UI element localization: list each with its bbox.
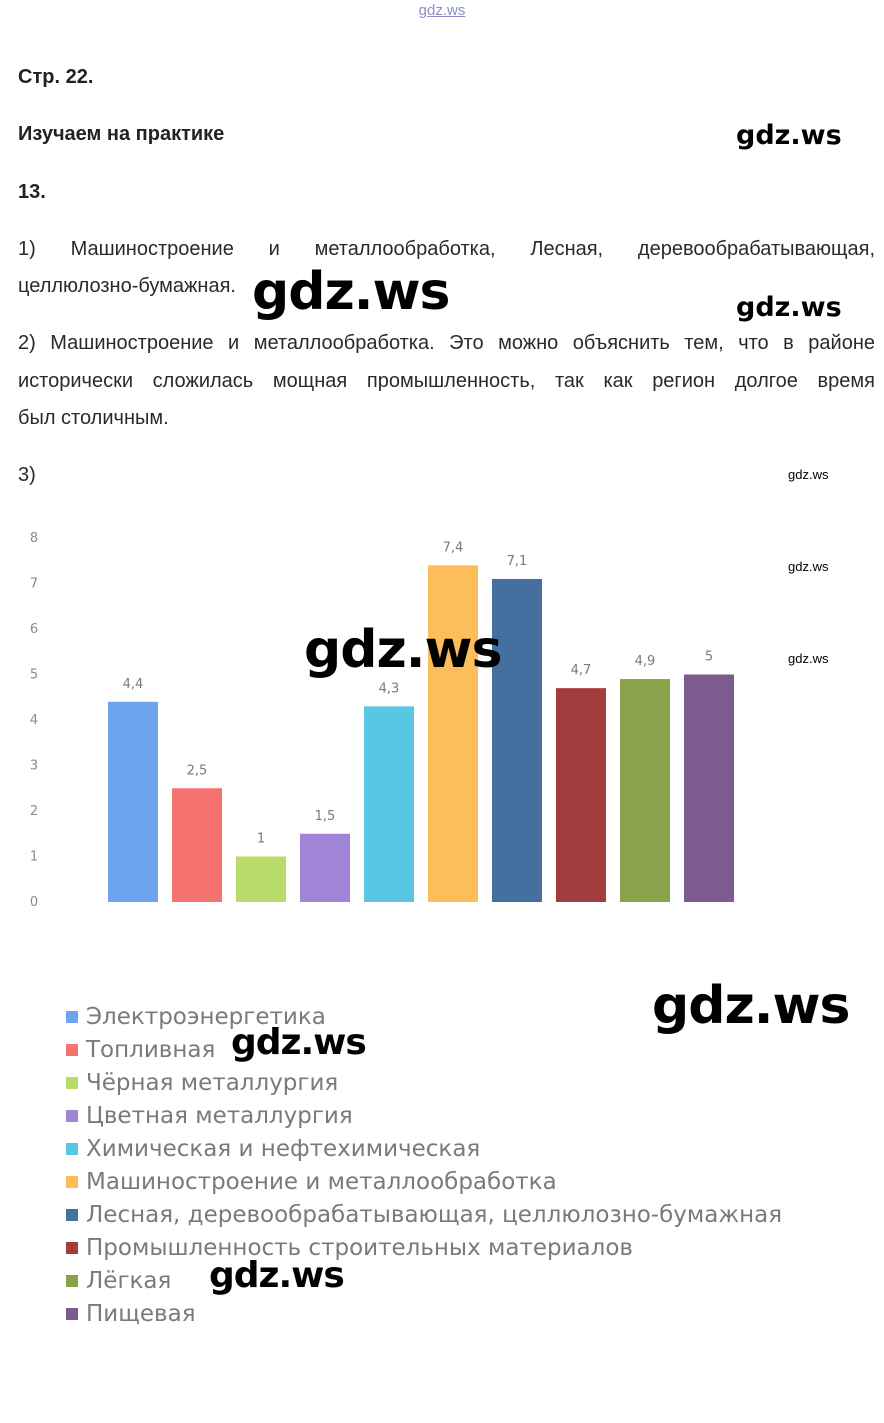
bar-value-label: 4,9 [635,654,656,669]
legend-swatch [66,1010,78,1023]
answer-2-line-3: был столичным. [18,407,169,429]
answer-2-line-1: 2) Машиностроение и металлообработка. Эт… [18,332,875,354]
answer-1-line-2: целлюлозно-бумажная. [18,275,236,297]
legend-label: Лёгкая [86,1267,172,1294]
bar-5 [364,706,414,902]
legend-item: Топливная [66,1033,782,1066]
legend-item: Лёгкая [66,1264,782,1297]
bar-value-label: 5 [705,650,713,665]
bar-3 [236,856,286,902]
y-tick-label: 6 [30,622,38,637]
y-tick-label: 5 [30,668,38,683]
bar-value-label: 4,3 [379,681,400,696]
legend-swatch [66,1208,78,1221]
legend-label: Лесная, деревообрабатывающая, целлюлозно… [86,1201,783,1228]
watermark: gdz.ws [788,467,829,482]
watermark: gdz.ws [788,559,829,574]
legend-label: Промышленность строительных материалов [86,1234,633,1261]
bar-value-label: 7,4 [443,540,464,555]
bar-7 [492,578,542,902]
legend-swatch [66,1307,78,1320]
answer-3-label: 3) [18,464,36,486]
legend-label: Топливная [86,1036,216,1063]
answer-2-line-2: исторически сложилась мощная промышленно… [18,370,875,392]
watermark: gdz.ws [252,262,450,322]
industry-bar-chart: 0 1 2 3 4 5 6 7 8 4,4 2,5 1 1,5 4,3 7,4 7,1 4,7 4,9 5 [30,531,734,910]
bar-value-label: 4,7 [571,663,592,678]
legend-item: Пищевая [66,1297,782,1330]
legend-swatch [66,1241,78,1254]
section-title: Изучаем на практике [18,123,225,145]
y-tick-label: 1 [30,850,38,865]
legend-swatch [66,1109,78,1122]
y-tick-label: 2 [30,804,38,819]
legend-label: Пищевая [86,1300,196,1327]
bar-2 [172,788,222,902]
legend-item: Машиностроение и металлообработка [66,1165,782,1198]
legend-label: Электроэнергетика [86,1003,326,1030]
bar-value-label: 7,1 [507,554,528,569]
y-tick-label: 3 [30,759,38,774]
y-tick-label: 0 [30,895,38,910]
legend-label: Чёрная металлургия [86,1069,339,1096]
watermark: gdz.ws [788,651,829,666]
bar-value-label: 1 [257,832,265,847]
watermark: gdz.ws [231,1022,367,1063]
bar-4 [300,833,350,902]
legend-item: Чёрная металлургия [66,1066,782,1099]
bar-value-label: 2,5 [187,763,208,778]
top-watermark: gdz.ws [418,2,466,19]
legend-swatch [66,1076,78,1089]
task-number: 13. [18,181,46,203]
y-tick-label: 8 [30,531,38,546]
bar-value-label: 4,4 [123,677,144,692]
watermark: gdz.ws [736,292,842,323]
bar-9 [620,679,670,902]
chart-legend: Электроэнергетика Топливная Чёрная металлу… [66,1000,782,1330]
legend-item: Цветная металлургия [66,1099,782,1132]
bar-1 [108,701,158,902]
legend-label: Машиностроение и металлообработка [86,1168,557,1195]
legend-swatch [66,1274,78,1287]
legend-item: Лесная, деревообрабатывающая, целлюлозно… [66,1198,782,1231]
y-tick-label: 4 [30,713,38,728]
watermark: gdz.ws [209,1255,345,1296]
bar-8 [556,688,606,902]
legend-swatch [66,1043,78,1056]
answer-1-line-1: 1) Машиностроение и металлообработка, Ле… [18,238,875,260]
bar-6 [428,565,478,902]
legend-label: Химическая и нефтехимическая [86,1135,481,1162]
legend-item: Химическая и нефтехимическая [66,1132,782,1165]
legend-item: Электроэнергетика [66,1000,782,1033]
page-reference: Стр. 22. [18,66,94,88]
legend-item: Промышленность строительных материалов [66,1231,782,1264]
bar-value-label: 1,5 [315,809,336,824]
legend-swatch [66,1142,78,1155]
legend-swatch [66,1175,78,1188]
legend-label: Цветная металлургия [86,1102,353,1129]
bar-10 [684,674,734,902]
watermark: gdz.ws [652,976,850,1036]
y-tick-label: 7 [30,577,38,592]
watermark: gdz.ws [736,120,842,151]
watermark: gdz.ws [304,620,502,680]
